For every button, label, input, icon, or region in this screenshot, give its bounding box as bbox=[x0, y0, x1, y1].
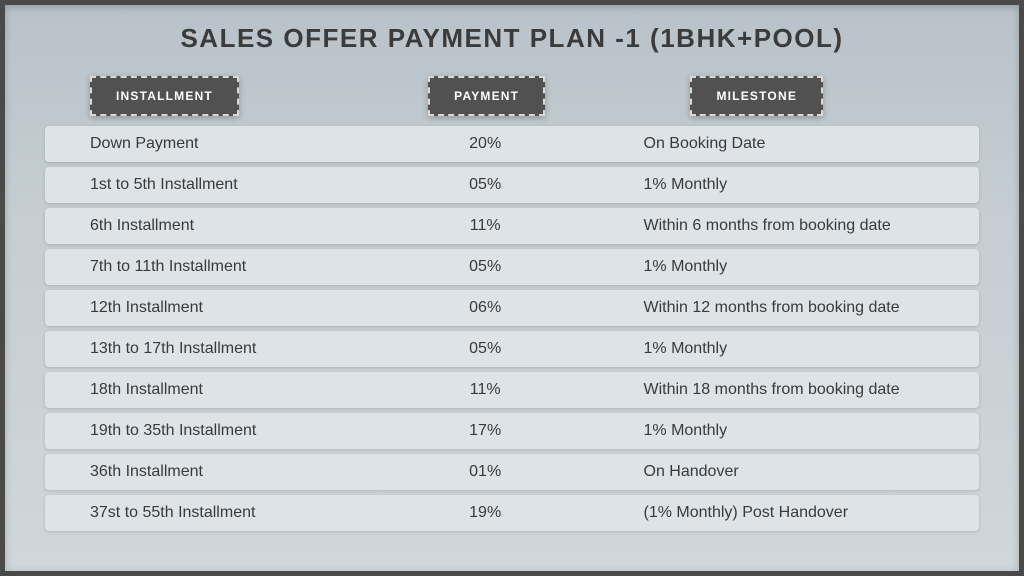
cell-payment: 19% bbox=[387, 504, 584, 522]
table-row: 37st to 55th Installment19%(1% Monthly) … bbox=[45, 495, 979, 531]
cell-installment: 36th Installment bbox=[65, 463, 387, 481]
cell-milestone: Within 18 months from booking date bbox=[584, 381, 959, 399]
payment-plan-frame: SALES OFFER PAYMENT PLAN -1 (1BHK+POOL) … bbox=[0, 0, 1024, 576]
cell-milestone: Within 12 months from booking date bbox=[584, 299, 959, 317]
cell-installment: 7th to 11th Installment bbox=[65, 258, 387, 276]
header-col-payment: PAYMENT bbox=[394, 76, 580, 116]
table-row: 12th Installment06%Within 12 months from… bbox=[45, 290, 979, 326]
cell-payment: 06% bbox=[387, 299, 584, 317]
table-row: Down Payment20%On Booking Date bbox=[45, 126, 979, 162]
cell-payment: 01% bbox=[387, 463, 584, 481]
cell-payment: 11% bbox=[387, 381, 584, 399]
table-row: 36th Installment01%On Handover bbox=[45, 454, 979, 490]
table-row: 19th to 35th Installment17%1% Monthly bbox=[45, 413, 979, 449]
page-title: SALES OFFER PAYMENT PLAN -1 (1BHK+POOL) bbox=[45, 23, 979, 54]
cell-installment: 6th Installment bbox=[65, 217, 387, 235]
header-badge-payment: PAYMENT bbox=[428, 76, 545, 116]
table-header: INSTALLMENT PAYMENT MILESTONE bbox=[45, 76, 979, 116]
cell-installment: 13th to 17th Installment bbox=[65, 340, 387, 358]
cell-payment: 20% bbox=[387, 135, 584, 153]
cell-milestone: (1% Monthly) Post Handover bbox=[584, 504, 959, 522]
header-col-milestone: MILESTONE bbox=[580, 76, 934, 116]
table-row: 13th to 17th Installment05%1% Monthly bbox=[45, 331, 979, 367]
cell-milestone: Within 6 months from booking date bbox=[584, 217, 959, 235]
cell-installment: Down Payment bbox=[65, 135, 387, 153]
header-badge-installment: INSTALLMENT bbox=[90, 76, 239, 116]
table-row: 6th Installment11%Within 6 months from b… bbox=[45, 208, 979, 244]
header-badge-milestone: MILESTONE bbox=[690, 76, 823, 116]
table-row: 18th Installment11%Within 18 months from… bbox=[45, 372, 979, 408]
cell-milestone: 1% Monthly bbox=[584, 258, 959, 276]
cell-payment: 05% bbox=[387, 258, 584, 276]
header-col-installment: INSTALLMENT bbox=[90, 76, 394, 116]
cell-installment: 12th Installment bbox=[65, 299, 387, 317]
cell-payment: 11% bbox=[387, 217, 584, 235]
table-row: 1st to 5th Installment05%1% Monthly bbox=[45, 167, 979, 203]
cell-milestone: 1% Monthly bbox=[584, 422, 959, 440]
cell-installment: 19th to 35th Installment bbox=[65, 422, 387, 440]
cell-payment: 05% bbox=[387, 176, 584, 194]
table-body: Down Payment20%On Booking Date 1st to 5th… bbox=[45, 126, 979, 536]
cell-installment: 1st to 5th Installment bbox=[65, 176, 387, 194]
cell-payment: 05% bbox=[387, 340, 584, 358]
cell-payment: 17% bbox=[387, 422, 584, 440]
cell-milestone: On Handover bbox=[584, 463, 959, 481]
cell-installment: 18th Installment bbox=[65, 381, 387, 399]
table-row: 7th to 11th Installment05%1% Monthly bbox=[45, 249, 979, 285]
cell-milestone: On Booking Date bbox=[584, 135, 959, 153]
cell-milestone: 1% Monthly bbox=[584, 340, 959, 358]
cell-milestone: 1% Monthly bbox=[584, 176, 959, 194]
cell-installment: 37st to 55th Installment bbox=[65, 504, 387, 522]
